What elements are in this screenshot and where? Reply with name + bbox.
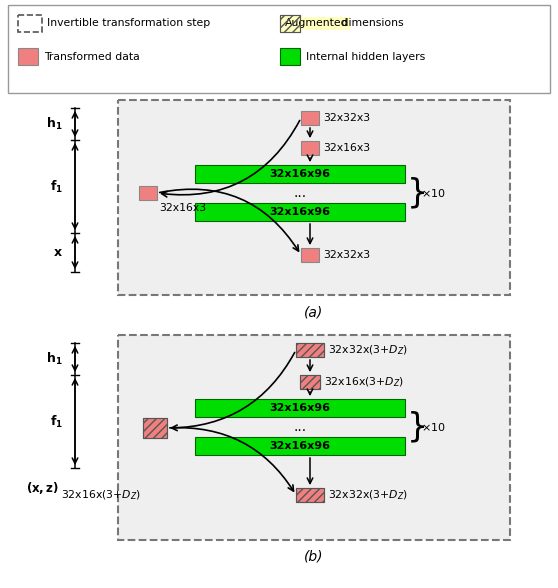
Bar	[18, 48, 38, 65]
Bar	[8, 5, 550, 93]
Bar	[301, 141, 319, 155]
Text: Transformed data: Transformed data	[44, 52, 140, 62]
Bar	[143, 418, 167, 438]
Text: $\mathbf{(x, z)}$: $\mathbf{(x, z)}$	[26, 480, 59, 496]
Bar	[195, 165, 405, 183]
Bar	[195, 437, 405, 455]
Text: ...: ...	[294, 186, 306, 200]
Text: 32x32x3: 32x32x3	[323, 113, 370, 123]
Text: (a): (a)	[304, 305, 324, 319]
Text: 32x16x96: 32x16x96	[270, 403, 330, 413]
Text: 32x16x96: 32x16x96	[270, 441, 330, 451]
Text: 32x16x(3+$D_Z$): 32x16x(3+$D_Z$)	[324, 375, 404, 389]
Bar	[300, 375, 320, 389]
Bar	[296, 488, 324, 502]
Bar	[300, 375, 320, 389]
Bar	[296, 488, 324, 502]
Text: Internal hidden layers: Internal hidden layers	[306, 52, 425, 62]
Bar	[18, 15, 42, 32]
Text: $\mathbf{x}$: $\mathbf{x}$	[53, 246, 63, 259]
Text: $\mathbf{f_1}$: $\mathbf{f_1}$	[50, 413, 63, 430]
Text: 32x16x3: 32x16x3	[323, 143, 370, 153]
Bar	[118, 335, 510, 540]
Text: ...: ...	[294, 420, 306, 434]
Text: 32x16x(3+$D_Z$): 32x16x(3+$D_Z$)	[61, 488, 141, 502]
Bar	[301, 111, 319, 125]
Bar	[143, 418, 167, 438]
Bar	[139, 186, 157, 200]
Text: $\mathbf{h_1}$: $\mathbf{h_1}$	[46, 116, 63, 132]
Text: 32x16x3: 32x16x3	[159, 203, 206, 213]
Text: 32x32x3: 32x32x3	[323, 250, 370, 260]
Bar	[280, 48, 300, 65]
Text: $\times$10: $\times$10	[421, 421, 446, 433]
Text: (b): (b)	[304, 550, 324, 564]
Bar	[301, 248, 319, 262]
Text: dimensions: dimensions	[338, 18, 403, 28]
Text: $\mathbf{f_1}$: $\mathbf{f_1}$	[50, 178, 63, 195]
Bar	[195, 203, 405, 221]
Text: 32x16x96: 32x16x96	[270, 207, 330, 217]
Text: Invertible transformation step: Invertible transformation step	[47, 18, 210, 28]
Bar	[280, 15, 300, 32]
Bar	[195, 399, 405, 417]
Text: }: }	[407, 410, 428, 443]
Text: }: }	[407, 176, 428, 209]
Bar	[280, 15, 300, 32]
Text: $\mathbf{h_1}$: $\mathbf{h_1}$	[46, 351, 63, 367]
Bar	[296, 343, 324, 357]
Text: 32x32x(3+$D_Z$): 32x32x(3+$D_Z$)	[328, 343, 408, 357]
Text: $\times$10: $\times$10	[421, 187, 446, 199]
Text: 32x16x96: 32x16x96	[270, 169, 330, 179]
Text: 32x32x(3+$D_Z$): 32x32x(3+$D_Z$)	[328, 488, 408, 502]
Bar	[118, 100, 510, 295]
Text: Augmented: Augmented	[285, 18, 349, 28]
Bar	[296, 343, 324, 357]
